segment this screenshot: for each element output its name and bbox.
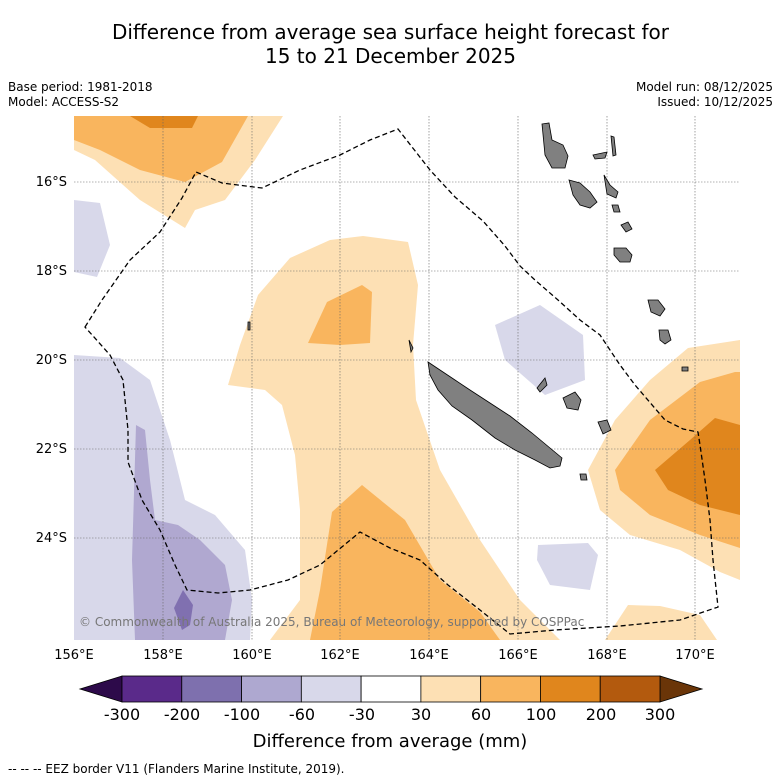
gridlines [74, 116, 740, 640]
title-line-2: 15 to 21 December 2025 [264, 44, 516, 68]
vanuatu-efate [620, 221, 633, 233]
vanuatu-espiritu-santo [541, 122, 569, 169]
lon-labels: 156°E 158°E 160°E 162°E 164°E 166°E 168°… [54, 648, 715, 663]
issued-date: Issued: 10/12/2025 [657, 95, 773, 109]
colorbar-box-7 [540, 675, 601, 703]
anomaly-negative-west-60-100 [132, 425, 232, 640]
belep-islet [408, 339, 414, 354]
model-name: Model: ACCESS-S2 [8, 95, 120, 109]
eez-legend: -- -- -- EEZ border V11 (Flanders Marine… [8, 762, 345, 776]
colorbar-box-2 [241, 675, 302, 703]
meta-left: Base period: 1981-2018 Model: ACCESS-S2 [8, 80, 153, 110]
colorbar-box-6 [480, 675, 541, 703]
vanuatu-malekula [568, 179, 598, 209]
anomaly-positive-north-60-100 [74, 116, 248, 182]
anomaly-negative-southeast-30-60 [537, 543, 598, 590]
anomaly-positive-north-100-200 [130, 116, 198, 128]
lat-label-16s: 16°S [36, 175, 67, 190]
lon-label-158e: 158°E [143, 648, 183, 663]
map-plot-area: © Commonwealth of Australia 2025, Bureau… [74, 116, 740, 640]
colorbar-tick-neg300: -300 [104, 705, 140, 724]
colorbar-box-0 [121, 675, 183, 703]
lat-labels: 16°S 18°S 20°S 22°S 24°S [36, 175, 67, 546]
vanuatu-aneityum [658, 329, 672, 345]
colorbar-tick-neg100: -100 [224, 705, 260, 724]
colorbar-box-3 [300, 675, 362, 703]
lon-label-164e: 164°E [409, 648, 449, 663]
chesterfield-islet [247, 321, 251, 331]
eez-border [84, 128, 719, 635]
meta-right: Model run: 08/12/2025 Issued: 10/12/2025 [636, 80, 773, 110]
vanuatu-maewo [610, 135, 617, 157]
anomaly-negative-west-100-200 [174, 590, 193, 630]
title-line-1: Difference from average sea surface heig… [111, 20, 670, 44]
colorbar-tick-200: 200 [586, 705, 617, 724]
colorbar-box-1 [181, 675, 242, 703]
anomaly-negative-central-30-60 [495, 305, 585, 395]
isle-of-pines [579, 473, 588, 481]
colorbar-boxes [121, 675, 661, 703]
lat-label-18s: 18°S [36, 264, 67, 279]
vanuatu-pentecost [603, 174, 619, 199]
lon-label-162e: 162°E [320, 648, 360, 663]
lat-label-20s: 20°S [36, 353, 67, 368]
new-caledonia-mainland [427, 361, 563, 469]
colorbar-tick-60: 60 [471, 705, 491, 724]
map-title: Difference from average sea surface heig… [0, 20, 781, 68]
colorbar: -300 -200 -100 -60 -30 30 60 100 200 300… [78, 675, 704, 752]
anomaly-positive-south-60-100 [310, 485, 500, 640]
colorbar-tick-30: 30 [411, 705, 431, 724]
land-masses [247, 122, 689, 481]
loyalty-islands-ouvea [536, 377, 548, 393]
colorbar-tick-300: 300 [645, 705, 676, 724]
colorbar-extend-low [78, 675, 123, 703]
lon-label-168e: 168°E [587, 648, 627, 663]
colorbar-tick-neg30: -30 [349, 705, 375, 724]
colorbar-tick-100: 100 [526, 705, 557, 724]
loyalty-islands-mare [597, 419, 612, 435]
lon-label-166e: 166°E [498, 648, 538, 663]
colorbar-box-5 [420, 675, 482, 703]
colorbar-box-4 [360, 675, 422, 703]
colorbar-ticks: -300 -200 -100 -60 -30 30 60 100 200 300 [104, 705, 675, 724]
base-period: Base period: 1981-2018 [8, 80, 153, 94]
vanuatu-ambae [592, 151, 608, 160]
colorbar-box-8 [599, 675, 661, 703]
colorbar-extend-high [659, 675, 704, 703]
colorbar-tick-neg200: -200 [164, 705, 200, 724]
colorbar-label: Difference from average (mm) [253, 731, 528, 752]
colorbar-tick-neg60: -60 [289, 705, 315, 724]
lat-label-24s: 24°S [36, 531, 67, 546]
anomaly-positive-east-100-200 [655, 418, 740, 515]
lon-label-170e: 170°E [675, 648, 715, 663]
vanuatu-erromango [613, 247, 633, 263]
model-run: Model run: 08/12/2025 [635, 80, 773, 94]
lat-label-22s: 22°S [36, 442, 67, 457]
vanuatu-tanna [647, 299, 666, 317]
lon-label-160e: 160°E [232, 648, 272, 663]
copyright-notice: © Commonwealth of Australia 2025, Bureau… [79, 615, 584, 629]
matthew-island [681, 366, 689, 372]
anomaly-negative-northwest-30-60 [74, 200, 110, 277]
lon-label-156e: 156°E [54, 648, 94, 663]
vanuatu-epi [611, 204, 621, 213]
loyalty-islands-lifou [562, 391, 582, 411]
